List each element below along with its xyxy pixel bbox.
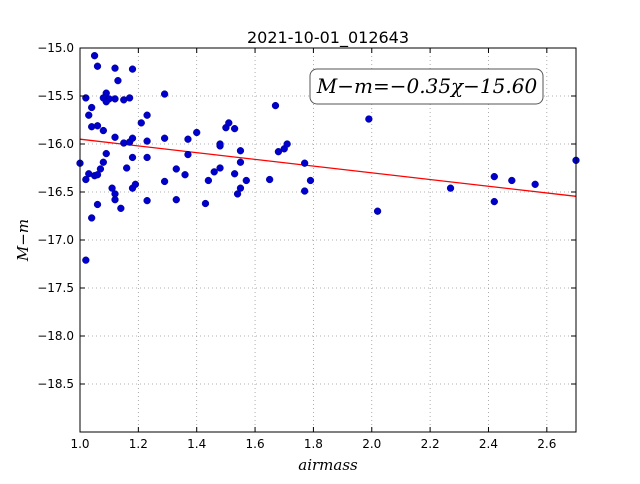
data-point [225, 119, 233, 127]
data-point [111, 133, 119, 141]
x-tick-label: 2.0 [362, 437, 381, 451]
data-point [236, 158, 245, 166]
x-tick-label: 1.8 [304, 437, 323, 451]
data-point [128, 153, 137, 162]
fit-line [79, 138, 577, 197]
data-point [108, 184, 116, 192]
data-point [88, 214, 96, 222]
data-point [123, 164, 131, 172]
data-point [160, 90, 169, 98]
data-point [82, 256, 90, 264]
data-point [271, 101, 280, 110]
data-point [143, 137, 151, 145]
data-point [301, 187, 309, 195]
x-tick-label: 1.2 [129, 437, 148, 451]
data-point [117, 204, 125, 212]
y-tick-label: −15.5 [37, 89, 74, 103]
data-point [111, 196, 119, 204]
data-point [230, 170, 239, 178]
data-point [265, 175, 274, 184]
data-point [143, 153, 151, 162]
data-point [210, 168, 218, 176]
data-point [88, 103, 96, 112]
data-point [137, 119, 145, 127]
data-point [102, 98, 110, 106]
chart-title: 2021-10-01_012643 [247, 28, 409, 48]
data-point [99, 126, 107, 135]
data-point [508, 176, 516, 185]
x-tick-label: 2.6 [537, 437, 556, 451]
data-point [233, 190, 242, 198]
data-point [193, 128, 201, 137]
data-point [172, 165, 180, 173]
y-tick-label: −15.0 [37, 41, 74, 55]
data-point [90, 52, 99, 60]
fit-line-layer [79, 138, 577, 197]
data-point [531, 180, 539, 188]
data-point [102, 149, 110, 158]
data-point [93, 122, 102, 130]
data-point [143, 196, 151, 205]
y-tick-label: −18.0 [37, 329, 74, 343]
data-point [114, 76, 122, 85]
fit-equation-box: M−m=−0.35χ−15.60 [309, 68, 544, 105]
data-point [373, 207, 382, 215]
data-point [85, 111, 93, 119]
data-points [76, 52, 580, 264]
data-point [365, 115, 373, 123]
x-tick-label: 1.6 [246, 437, 265, 451]
data-point [236, 147, 245, 155]
y-tick-label: −17.5 [37, 281, 74, 295]
data-point [128, 65, 137, 73]
data-point [283, 140, 291, 148]
data-point [96, 165, 105, 173]
axis-ticks: 1.0 1.2 1.4 1.6 1.8 2.0 2.2 2.4 2.6 −15.0 −15.5 −16… [37, 41, 576, 451]
data-point [128, 134, 137, 142]
x-tick-label: 2.4 [479, 437, 498, 451]
data-point [184, 135, 192, 143]
data-point [131, 180, 140, 188]
data-point [216, 140, 224, 148]
data-point [301, 159, 309, 167]
y-tick-label: −18.5 [37, 377, 74, 391]
data-point [242, 176, 250, 185]
data-point [93, 171, 102, 179]
data-point [184, 150, 192, 159]
x-tick-label: 2.2 [421, 437, 440, 451]
data-point [490, 197, 498, 206]
data-point [143, 111, 151, 119]
data-point [204, 176, 213, 185]
data-point [160, 134, 169, 142]
y-tick-label: −16.0 [37, 137, 74, 151]
data-point [230, 124, 239, 133]
data-point [125, 94, 134, 102]
data-point [201, 199, 210, 208]
data-point [172, 196, 180, 204]
data-point [160, 177, 169, 186]
data-point [111, 64, 119, 72]
data-point [93, 62, 102, 70]
y-axis-label: M−m [14, 219, 32, 262]
x-axis-label: airmass [298, 456, 358, 474]
y-tick-label: −16.5 [37, 185, 74, 199]
data-point [93, 200, 102, 209]
y-tick-label: −17.0 [37, 233, 74, 247]
data-point [99, 158, 107, 166]
x-tick-label: 1.4 [187, 437, 206, 451]
data-point [216, 164, 224, 172]
data-point [446, 184, 455, 192]
fit-equation-label: M−m=−0.35χ−15.60 [316, 74, 538, 98]
data-point [82, 175, 90, 184]
data-point [181, 171, 189, 179]
data-point [306, 176, 315, 185]
data-point [111, 95, 119, 103]
data-point [274, 148, 283, 156]
x-tick-label: 1.0 [70, 437, 89, 451]
data-point [236, 184, 245, 192]
data-point [490, 172, 498, 181]
